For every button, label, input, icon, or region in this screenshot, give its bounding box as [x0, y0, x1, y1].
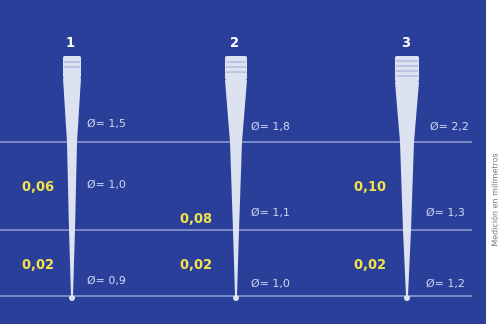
instrument-3-handle — [395, 56, 419, 82]
instrument-2-tip — [233, 295, 239, 301]
instrument-1-diameter-middle: Ø= 1,0 — [87, 178, 126, 191]
diagram-canvas — [0, 56, 472, 301]
instrument-2-handle — [225, 56, 247, 80]
instrument-1-number: 1 — [66, 36, 76, 51]
instrument-1-diameter-lower: Ø= 0,9 — [87, 274, 126, 287]
measurement-unit-caption: Medición en milímetros — [490, 153, 500, 247]
instrument-2-taper-lower: 0,02 — [180, 258, 213, 273]
instrument-2-diameter-upper: Ø= 1,8 — [251, 120, 290, 133]
instrument-2-diameter-middle: Ø= 1,1 — [251, 206, 290, 219]
instrument-3-taper-upper: 0,10 — [354, 180, 387, 195]
instrument-2 — [225, 56, 247, 301]
instrument-1 — [63, 56, 81, 301]
instrument-2-taper-upper: 0,08 — [180, 212, 213, 227]
instrument-3-tip — [404, 295, 410, 301]
side-caption: Medición en milímetros — [490, 110, 500, 290]
instrument-3-diameter-upper: Ø= 2,2 — [430, 120, 469, 133]
instrument-3-number: 3 — [402, 36, 412, 51]
instrument-1-taper-upper: 0,06 — [22, 180, 55, 195]
instrument-3-taper-lower: 0,02 — [354, 258, 387, 273]
instrument-2-diameter-lower: Ø= 1,0 — [251, 277, 290, 290]
instrument-1-shaft — [63, 78, 81, 296]
instrument-3 — [395, 56, 419, 301]
instrument-1-tip — [69, 295, 75, 301]
instrument-3-diameter-lower: Ø= 1,2 — [426, 277, 465, 290]
instrument-1-taper-lower: 0,02 — [22, 258, 55, 273]
instrument-2-shaft — [225, 80, 247, 296]
instrument-3-diameter-middle: Ø= 1,3 — [426, 206, 465, 219]
diagram-panel: 1 2 3 0,06 0,02 0,08 0,02 0,10 0,02 Ø= 1… — [0, 0, 486, 324]
instrument-3-shaft — [395, 82, 419, 296]
instrument-2-number: 2 — [230, 36, 240, 51]
instrument-1-diameter-upper: Ø= 1,5 — [87, 117, 126, 130]
